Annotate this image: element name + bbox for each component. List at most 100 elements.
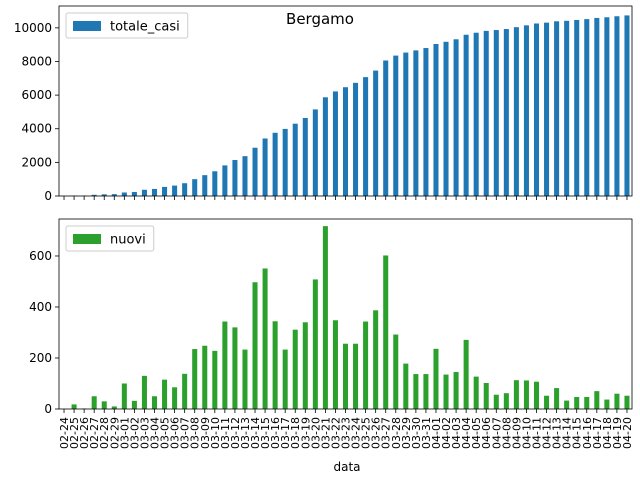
bar [423,48,429,196]
bar [252,282,258,409]
x-tick-label: 02-29 [108,417,121,449]
bar [232,327,238,409]
bar [202,175,208,196]
x-tick-label: 04-19 [611,417,624,449]
x-tick-label: 04-04 [460,417,473,449]
x-tick-label: 03-19 [299,417,312,449]
bar [182,373,188,409]
bar [121,383,127,409]
x-tick-label: 03-13 [239,417,252,449]
bar [544,395,550,409]
bar [111,194,117,196]
bar [302,322,308,409]
legend-box [65,225,155,252]
chart-panel-1: 0 2000 4000 6000 8000 10000 totale_casi [14,5,633,203]
bar [443,374,449,409]
bar [453,372,459,409]
bar [544,22,550,197]
bar [302,117,308,196]
bar [373,310,379,409]
x-tick-label: 03-01 [118,417,131,449]
bar [614,16,620,197]
x-tick-label: 03-16 [269,417,282,449]
x-tick-label: 03-31 [420,417,433,449]
bar [212,350,218,409]
x-tick-label: 03-08 [189,417,202,449]
bar [433,44,439,196]
bar [242,156,248,196]
bar [162,186,168,196]
x-axis: 02-2402-2502-2602-2702-2802-2903-0103-02… [58,409,634,449]
bar [523,25,529,197]
chart-panels: 0 2000 4000 6000 8000 10000 totale_casi 0 200 400… [14,5,634,449]
bar [393,55,399,196]
bar [121,192,127,196]
x-tick-label: 02-28 [98,417,111,449]
x-tick-label: 03-21 [319,417,332,449]
legend-box [65,12,189,39]
bar [292,123,298,196]
x-tick-label: 04-03 [450,417,463,449]
bar [473,376,479,409]
x-tick-label: 03-12 [229,417,242,449]
x-tick-label: 03-22 [329,417,342,449]
bar [151,396,158,409]
bar [604,17,610,196]
x-tick-label: 04-11 [531,417,544,449]
bar [212,171,218,196]
bar [322,97,328,196]
bar [483,382,489,409]
bar [433,348,439,409]
bar [312,279,318,409]
y-tick-label: 600 [29,249,52,263]
x-tick-label: 02-27 [88,417,101,449]
x-tick-label: 03-23 [340,417,353,449]
bar [222,165,228,196]
legend: totale_casi [65,12,189,39]
bar [262,138,268,196]
bar [383,60,389,197]
bar [342,87,349,196]
bar [353,343,359,409]
bar [493,394,499,409]
bar [584,19,590,197]
y-tick-label: 4000 [21,122,52,136]
bar [363,321,369,409]
x-tick-label: 04-14 [561,417,574,449]
bar [463,34,469,196]
x-tick-label: 04-16 [581,417,594,449]
bar [574,397,580,409]
bars-nuovi [71,226,630,409]
legend-swatch [73,234,101,244]
x-tick-label: 03-15 [259,417,272,449]
bar [151,188,158,196]
bar [312,109,318,196]
bar [564,400,570,409]
bar [523,380,529,409]
bar [353,82,359,196]
x-tick-label: 03-02 [128,417,141,449]
y-tick-label: 0 [44,189,52,203]
x-axis [63,196,628,200]
x-tick-label: 03-17 [279,417,292,449]
x-tick-label: 03-07 [179,417,192,449]
x-tick-label: 04-18 [601,417,614,449]
bar [332,320,338,409]
y-axis: 0 200 400 600 [29,249,59,416]
y-tick-label: 0 [44,402,52,416]
legend-label: totale_casi [110,20,180,35]
x-tick-label: 04-08 [500,417,513,449]
x-tick-label: 04-01 [430,417,443,449]
bar [232,160,238,196]
y-tick-label: 400 [29,300,52,314]
x-tick-label: 04-20 [621,417,634,449]
bar [493,30,499,196]
bar [503,29,509,196]
chart-panel-2: 0 200 400 600 02-2402-2502-2602-2702-2802-29… [29,218,634,449]
x-tick-label: 03-18 [289,417,302,449]
x-tick-label: 02-26 [78,417,91,449]
bar [242,349,248,409]
y-tick-label: 2000 [21,155,52,169]
bar [282,128,288,196]
